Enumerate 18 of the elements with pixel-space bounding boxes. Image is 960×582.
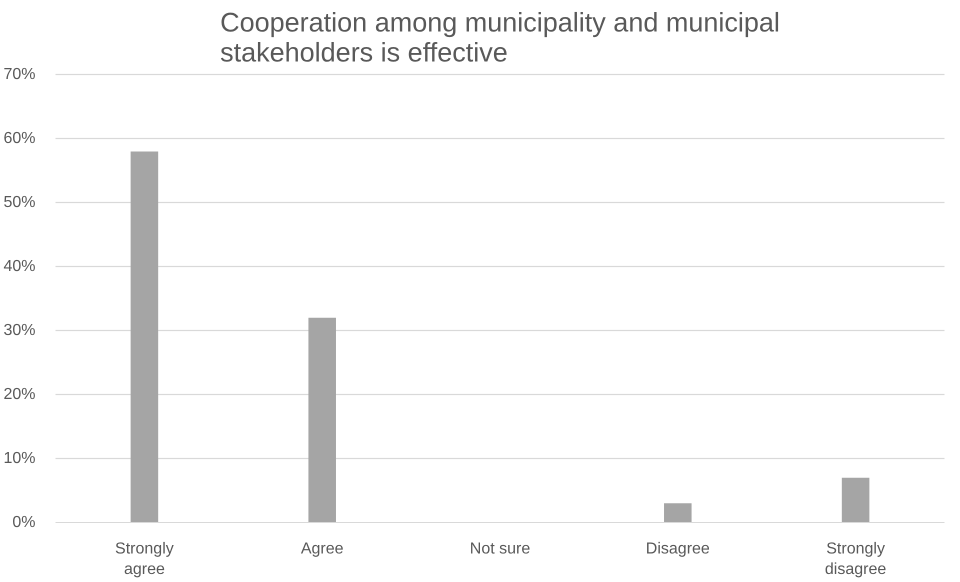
- x-tick-label: Strongly agree: [115, 540, 174, 578]
- y-tick-label: 0%: [12, 514, 36, 531]
- bar: [842, 478, 870, 522]
- bar: [664, 503, 692, 522]
- bar: [130, 152, 158, 522]
- x-tick-label: Disagree: [646, 540, 710, 558]
- y-tick-label: 20%: [3, 386, 36, 404]
- x-tick-label: Not sure: [470, 540, 530, 558]
- y-tick-label: 10%: [3, 450, 36, 468]
- y-tick-label: 70%: [3, 66, 36, 84]
- y-tick-label: 40%: [3, 258, 36, 276]
- y-tick-label: 60%: [3, 130, 36, 148]
- x-tick-label: Agree: [300, 540, 344, 558]
- y-tick-label: 30%: [3, 322, 36, 340]
- bar: [308, 318, 336, 522]
- chart-title: Cooperation among municipality and municipal stakeholders is effective: [220, 8, 780, 68]
- y-tick-label: 50%: [3, 194, 36, 212]
- x-tick-label: Strongly disagree: [824, 540, 886, 578]
